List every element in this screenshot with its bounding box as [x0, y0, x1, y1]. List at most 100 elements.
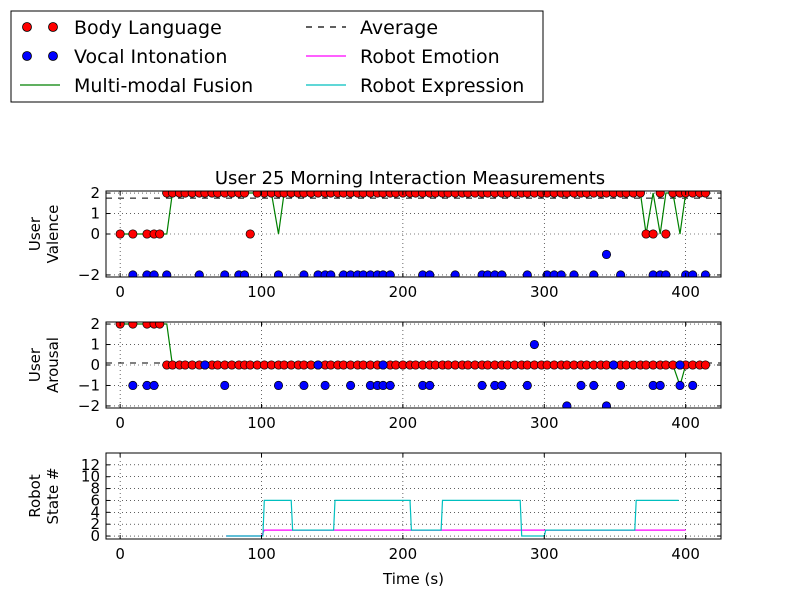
legend-item: Multi-modal Fusion — [20, 75, 253, 97]
data-point — [477, 380, 487, 391]
data-point — [700, 270, 710, 277]
data-point — [589, 380, 599, 391]
y-tick-label: 2 — [90, 184, 100, 202]
plot-area — [106, 322, 721, 408]
legend: Body Language Vocal Intonation Multi-modal… — [10, 10, 544, 103]
data-point — [128, 270, 138, 277]
x-tick-label: 0 — [115, 414, 125, 432]
data-point — [522, 380, 532, 391]
data-point — [655, 191, 665, 198]
data-point — [661, 270, 671, 277]
data-point — [149, 380, 159, 391]
x-tick-label: 0 — [115, 283, 125, 301]
y-tick-label: −2 — [78, 266, 100, 284]
data-point — [385, 380, 395, 391]
legend-marker — [48, 22, 58, 32]
data-point — [299, 270, 309, 277]
legend-item: Average — [306, 17, 438, 39]
y-tick-label: 1 — [90, 336, 100, 354]
data-point — [240, 270, 250, 277]
data-point — [313, 360, 323, 370]
x-tick-label: 300 — [530, 545, 559, 563]
data-point — [326, 270, 336, 277]
data-point — [425, 380, 435, 391]
data-point — [589, 270, 599, 277]
data-point — [522, 270, 532, 277]
y-tick-label: 6 — [90, 491, 100, 509]
data-point — [675, 360, 685, 370]
chart-title: User 25 Morning Interaction Measurements — [215, 168, 605, 189]
x-tick-label: 400 — [671, 545, 700, 563]
series-line — [226, 529, 686, 537]
data-point — [149, 270, 159, 277]
y-axis-label: Arousal — [44, 337, 62, 393]
legend-label: Robot Expression — [360, 75, 524, 97]
data-point — [569, 270, 579, 277]
x-tick-label: 200 — [389, 545, 418, 563]
y-tick-label: 2 — [90, 515, 100, 533]
data-point — [601, 401, 612, 408]
legend-marker — [48, 51, 58, 61]
data-point — [273, 270, 284, 277]
data-point — [609, 360, 619, 370]
data-point — [346, 380, 356, 391]
panel: 0 100 200 300 400 −2 −1 0 1 2 User Arousal — [26, 315, 722, 432]
data-point — [648, 229, 658, 239]
legend-item: Vocal Intonation — [22, 46, 227, 68]
legend-item: Robot Emotion — [306, 46, 500, 68]
data-point — [378, 360, 388, 370]
data-point — [700, 191, 710, 198]
x-tick-label: 400 — [671, 283, 700, 301]
data-point — [320, 380, 330, 391]
data-point — [240, 191, 250, 198]
y-axis-label: Robot — [26, 474, 44, 518]
series-line — [120, 323, 706, 388]
x-tick-label: 100 — [247, 414, 276, 432]
legend-label: Vocal Intonation — [74, 46, 227, 68]
y-tick-label: −1 — [78, 376, 100, 394]
axes-frame — [105, 452, 722, 540]
x-tick-label: 400 — [671, 414, 700, 432]
data-point — [115, 229, 125, 239]
data-point — [385, 270, 395, 277]
y-axis-label: State # — [44, 467, 62, 524]
data-point — [635, 191, 645, 198]
y-tick-label: 4 — [90, 503, 100, 521]
data-point — [450, 270, 460, 277]
data-point — [700, 360, 710, 370]
x-axis-label: Time (s) — [382, 570, 444, 588]
y-tick-label: 1 — [90, 205, 100, 223]
y-tick-label: 8 — [90, 480, 100, 498]
data-point — [529, 339, 539, 350]
data-point — [556, 270, 566, 277]
data-point — [661, 229, 671, 239]
x-tick-label: 100 — [247, 283, 276, 301]
panel: 0 100 200 300 400 −2 0 1 2 User Valence — [26, 184, 722, 301]
y-axis-label: User — [26, 216, 44, 251]
data-point — [655, 380, 665, 391]
plot-area — [226, 499, 686, 537]
plot-area — [106, 191, 721, 277]
data-point — [497, 270, 507, 277]
y-tick-label: 0 — [90, 356, 100, 374]
data-point — [688, 270, 698, 277]
x-tick-label: 200 — [389, 414, 418, 432]
data-point — [128, 322, 138, 329]
data-point — [200, 360, 210, 370]
legend-label: Robot Emotion — [360, 46, 500, 68]
legend-label: Multi-modal Fusion — [74, 75, 253, 97]
y-tick-label: 10 — [81, 468, 100, 486]
data-point — [220, 380, 230, 391]
legend-label: Body Language — [74, 17, 222, 39]
data-point — [616, 380, 626, 391]
data-point — [220, 270, 230, 277]
y-tick-label: 0 — [90, 527, 100, 545]
y-tick-label: 2 — [90, 315, 100, 333]
data-point — [128, 380, 138, 391]
data-point — [562, 401, 572, 408]
legend-box — [10, 10, 544, 103]
legend-marker — [22, 51, 32, 61]
data-point — [273, 380, 284, 391]
data-point — [576, 380, 586, 391]
